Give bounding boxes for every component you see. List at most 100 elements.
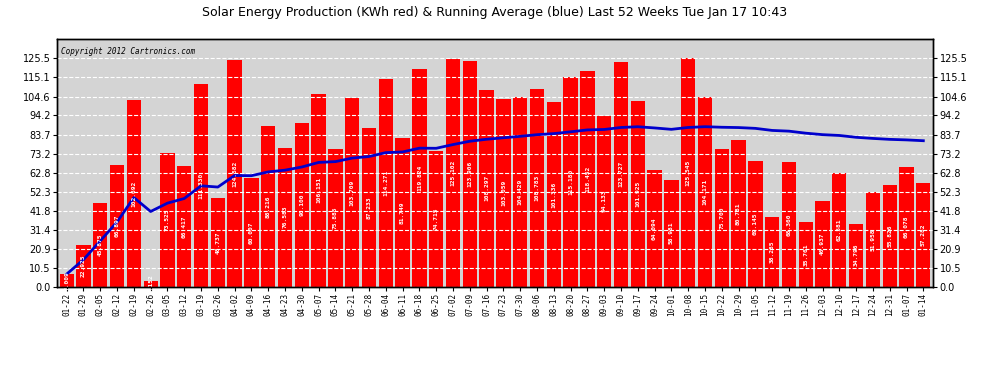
Text: 101.336: 101.336	[551, 182, 556, 208]
Bar	[833, 173, 846, 287]
Bar	[799, 222, 813, 287]
Bar	[462, 62, 477, 287]
Text: 90.100: 90.100	[299, 194, 304, 216]
Bar	[194, 84, 208, 287]
Text: Copyright 2012 Cartronics.com: Copyright 2012 Cartronics.com	[61, 47, 195, 56]
Text: 119.824: 119.824	[417, 165, 422, 191]
Text: 80.781: 80.781	[737, 202, 742, 225]
Text: 123.906: 123.906	[467, 161, 472, 187]
Bar	[816, 201, 830, 287]
Text: 88.216: 88.216	[265, 195, 270, 218]
Text: 94.133: 94.133	[602, 190, 607, 213]
Bar	[681, 58, 695, 287]
Text: 64.094: 64.094	[652, 217, 657, 240]
Bar	[228, 60, 242, 287]
Bar	[580, 71, 595, 287]
Bar	[346, 98, 359, 287]
Text: 118.452: 118.452	[585, 166, 590, 192]
Text: 74.715: 74.715	[434, 208, 439, 230]
Bar	[177, 166, 191, 287]
Text: 35.761: 35.761	[803, 243, 808, 266]
Text: 108.297: 108.297	[484, 175, 489, 201]
Text: 103.709: 103.709	[349, 179, 354, 206]
Bar	[395, 138, 410, 287]
Text: 108.783: 108.783	[535, 175, 540, 201]
Text: Solar Energy Production (KWh red) & Running Average (blue) Last 52 Weeks Tue Jan: Solar Energy Production (KWh red) & Runn…	[202, 6, 788, 19]
Bar	[664, 180, 678, 287]
Bar	[446, 59, 460, 287]
Bar	[211, 198, 225, 287]
Bar	[412, 69, 427, 287]
Text: 66.897: 66.897	[115, 215, 120, 237]
Text: 111.330: 111.330	[199, 172, 204, 199]
Text: 38.285: 38.285	[769, 241, 774, 263]
Bar	[59, 274, 74, 287]
Text: 104.429: 104.429	[518, 179, 523, 205]
Text: 57.282: 57.282	[921, 224, 926, 246]
Text: 115.180: 115.180	[568, 169, 573, 195]
Bar	[160, 153, 174, 287]
Bar	[849, 224, 863, 287]
Text: 48.737: 48.737	[216, 231, 221, 254]
Bar	[76, 245, 91, 287]
Bar	[278, 147, 292, 287]
Bar	[530, 89, 544, 287]
Bar	[479, 90, 494, 287]
Text: 103.059: 103.059	[501, 180, 506, 206]
Bar	[563, 77, 578, 287]
Text: 60.007: 60.007	[248, 221, 253, 243]
Text: 123.727: 123.727	[619, 161, 624, 188]
Bar	[496, 99, 511, 287]
Bar	[144, 281, 157, 287]
Text: 22.925: 22.925	[81, 255, 86, 277]
Text: 34.796: 34.796	[853, 244, 858, 267]
Text: 114.271: 114.271	[383, 170, 388, 196]
Bar	[546, 102, 561, 287]
Text: 58.981: 58.981	[669, 222, 674, 245]
Text: 68.360: 68.360	[786, 213, 791, 236]
Text: 125.102: 125.102	[450, 160, 455, 186]
Bar	[429, 151, 444, 287]
Bar	[748, 161, 762, 287]
Text: 3.152: 3.152	[148, 274, 153, 293]
Text: 104.171: 104.171	[703, 179, 708, 205]
Text: 124.582: 124.582	[232, 160, 238, 187]
Text: 75.885: 75.885	[333, 207, 338, 229]
Bar	[93, 203, 107, 287]
Text: 75.700: 75.700	[720, 207, 725, 229]
Bar	[631, 101, 644, 287]
Bar	[362, 128, 376, 287]
Bar	[379, 79, 393, 287]
Text: 7.009: 7.009	[64, 271, 69, 290]
Text: 55.826: 55.826	[887, 225, 892, 248]
Bar	[883, 185, 897, 287]
Bar	[127, 100, 141, 287]
Text: 102.692: 102.692	[132, 180, 137, 207]
Bar	[732, 140, 745, 287]
Bar	[597, 116, 611, 287]
Text: 73.525: 73.525	[165, 209, 170, 231]
Bar	[899, 166, 914, 287]
Bar	[614, 62, 628, 287]
Bar	[916, 183, 931, 287]
Bar	[110, 165, 124, 287]
Bar	[295, 123, 309, 287]
Text: 51.958: 51.958	[870, 228, 875, 251]
Bar	[329, 149, 343, 287]
Bar	[261, 126, 275, 287]
Text: 76.583: 76.583	[282, 206, 287, 228]
Bar	[866, 192, 880, 287]
Text: 87.233: 87.233	[366, 196, 371, 219]
Bar	[245, 178, 258, 287]
Bar	[647, 170, 661, 287]
Text: 69.145: 69.145	[752, 213, 758, 235]
Text: 106.151: 106.151	[316, 177, 321, 203]
Text: 46.937: 46.937	[820, 233, 825, 255]
Text: 125.545: 125.545	[686, 159, 691, 186]
Bar	[765, 217, 779, 287]
Text: 62.581: 62.581	[837, 219, 842, 241]
Bar	[513, 97, 528, 287]
Bar	[312, 94, 326, 287]
Text: 81.749: 81.749	[400, 201, 405, 224]
Bar	[715, 149, 729, 287]
